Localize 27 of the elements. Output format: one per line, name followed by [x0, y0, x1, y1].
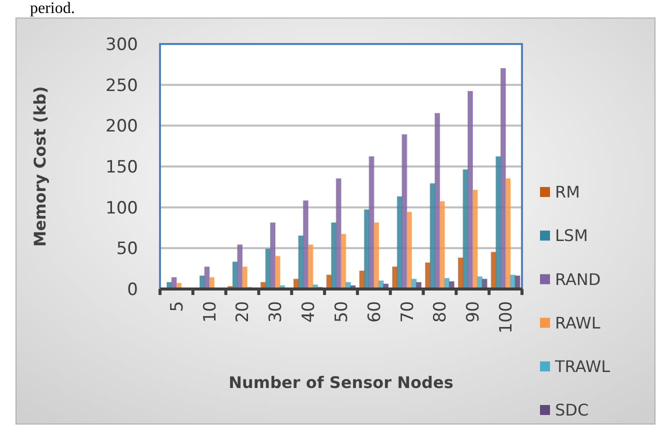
x-axis-title: Number of Sensor Nodes: [228, 373, 454, 392]
x-tick-label: 50: [332, 301, 352, 323]
y-tick-label: 0: [127, 280, 138, 300]
y-tick-label: 100: [106, 198, 138, 218]
y-axis-title: Memory Cost (kb): [30, 86, 50, 247]
x-tick-label: 30: [266, 301, 286, 323]
legend-label: RAND: [555, 270, 601, 289]
legend-label: SDC: [555, 400, 589, 420]
y-tick-label: 250: [106, 76, 138, 96]
x-tick-label: 10: [200, 301, 220, 323]
x-tick-label: 90: [464, 301, 484, 323]
x-tick-label: 60: [364, 301, 385, 323]
legend-label: TRAWL: [554, 357, 610, 376]
x-tick-label: 100: [496, 301, 516, 334]
legend-label: RM: [555, 182, 580, 202]
x-tick-label: 40: [299, 301, 320, 323]
x-tick-label: 5: [167, 301, 188, 312]
x-tick-label: 80: [430, 301, 451, 323]
legend-label: RAWL: [555, 313, 600, 332]
y-tick-label: 150: [106, 157, 138, 178]
legend-label: LSM: [555, 226, 588, 246]
y-tick-label: 300: [106, 34, 138, 55]
y-tick-label: 50: [116, 239, 138, 260]
y-tick-label: 200: [106, 116, 138, 137]
x-tick-label: 70: [398, 301, 418, 323]
x-tick-label: 20: [233, 301, 254, 323]
text: period.: [30, 0, 75, 17]
